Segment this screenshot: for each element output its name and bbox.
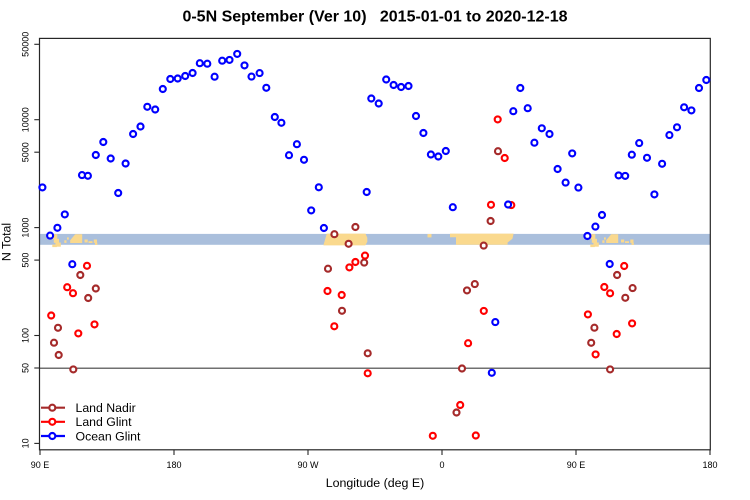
svg-text:Longitude (deg E): Longitude (deg E)	[326, 476, 425, 490]
svg-text:Ocean Glint: Ocean Glint	[76, 429, 142, 443]
svg-text:10: 10	[21, 438, 31, 448]
svg-text:180: 180	[702, 460, 717, 470]
svg-text:90 W: 90 W	[297, 460, 319, 470]
svg-text:100: 100	[21, 328, 31, 343]
svg-text:50000: 50000	[21, 32, 31, 57]
svg-text:0: 0	[439, 460, 444, 470]
svg-text:180: 180	[166, 460, 181, 470]
svg-text:Land Glint: Land Glint	[76, 415, 133, 429]
svg-text:500: 500	[21, 253, 31, 268]
svg-text:Land Nadir: Land Nadir	[76, 401, 136, 415]
svg-text:50: 50	[21, 363, 31, 373]
svg-text:90 E: 90 E	[31, 460, 50, 470]
svg-text:N Total: N Total	[0, 223, 14, 261]
svg-text:1000: 1000	[21, 218, 31, 238]
svg-text:10000: 10000	[21, 107, 31, 132]
svg-text:0-5N September (Ver 10) 2015: 0-5N September (Ver 10) 2015-01-01 to 20…	[182, 9, 567, 26]
svg-text:5000: 5000	[21, 142, 31, 162]
svg-text:90 E: 90 E	[567, 460, 586, 470]
